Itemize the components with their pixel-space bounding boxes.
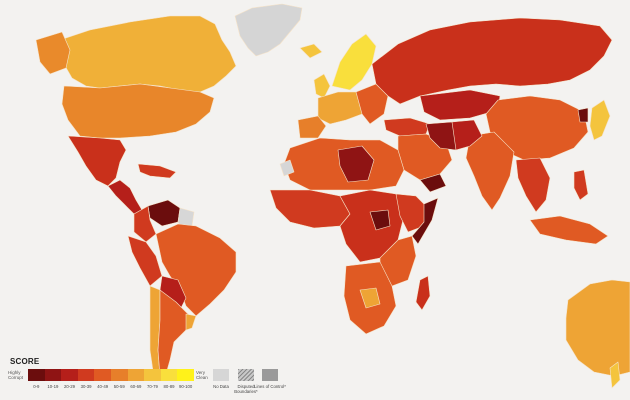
- region-central-asia: [419, 89, 501, 121]
- region-greenland: [234, 3, 303, 57]
- legend-tick-label: 30-39: [80, 384, 92, 389]
- region-philippines: [573, 169, 589, 201]
- region-turkey: [383, 117, 431, 137]
- legend-tick-label: 0-9: [33, 384, 40, 389]
- legend-swatch: [77, 369, 95, 381]
- legend-tick-label: 20-29: [63, 384, 75, 389]
- no-data-swatch: [213, 369, 229, 381]
- region-scandinavia: [331, 33, 377, 91]
- region-somalia: [411, 197, 439, 245]
- region-australia: [565, 279, 630, 377]
- region-libya: [337, 145, 375, 183]
- region-mexico: [67, 135, 127, 187]
- legend-swatch: [94, 369, 111, 381]
- region-madagascar: [415, 275, 431, 311]
- legend-swatch: [110, 369, 128, 381]
- region-russia: [371, 17, 613, 105]
- legend-high-label: Very Clean: [196, 370, 208, 380]
- region-botswana: [359, 287, 381, 309]
- legend-ticks: 0-9 10-19 20-29 30-39 40-49 50-59 60-69 70-79 80…: [28, 384, 194, 389]
- region-canada: [59, 15, 237, 93]
- legend-swatch: [144, 369, 161, 381]
- region-west-africa: [269, 189, 351, 229]
- region-yemen: [419, 173, 447, 193]
- region-afghanistan: [451, 119, 483, 151]
- disputed-boundaries-swatch: [238, 369, 254, 381]
- legend-title: SCORE: [10, 357, 40, 366]
- legend-swatch: [160, 369, 178, 381]
- region-central-america: [107, 179, 143, 215]
- legend: SCORE Highly Corrupt Very Clean 0-9 10-19…: [8, 357, 286, 397]
- legend-tick-label: 90-100: [178, 384, 193, 389]
- region-caribbean: [137, 163, 177, 179]
- lines-of-control-swatch: [262, 369, 278, 381]
- legend-tick-label: 80-89: [163, 384, 175, 389]
- region-china: [485, 95, 589, 161]
- region-iceland: [299, 43, 323, 59]
- legend-swatch: [61, 369, 78, 381]
- region-japan: [589, 99, 611, 141]
- region-india: [465, 131, 515, 211]
- region-usa: [61, 83, 215, 139]
- region-alaska: [35, 31, 71, 75]
- region-argentina: [157, 289, 191, 377]
- legend-swatch: [44, 369, 62, 381]
- no-data-label: No Data: [213, 384, 229, 389]
- region-new-zealand: [609, 361, 621, 389]
- legend-tick-label: 10-19: [47, 384, 59, 389]
- region-north-korea: [577, 107, 589, 123]
- disputed-boundaries-label: Disputed Boundaries*: [234, 384, 258, 394]
- region-iberia: [297, 115, 327, 139]
- legend-tick-label: 60-69: [130, 384, 142, 389]
- region-uk: [313, 73, 331, 99]
- legend-swatch: [28, 369, 45, 381]
- legend-tick-label: 40-49: [97, 384, 109, 389]
- lines-of-control-label: Lines of Control*: [254, 384, 286, 389]
- region-se-asia: [515, 157, 551, 213]
- legend-swatch: [177, 369, 194, 381]
- legend-color-scale: [28, 369, 194, 381]
- region-western-sahara: [279, 159, 295, 177]
- region-uruguay: [185, 313, 197, 331]
- region-peru: [127, 235, 163, 287]
- region-venezuela: [147, 199, 181, 227]
- legend-tick-label: 50-59: [113, 384, 125, 389]
- legend-tick-label: 70-79: [146, 384, 158, 389]
- region-indonesia: [529, 215, 609, 245]
- legend-low-label: Highly Corrupt: [8, 370, 24, 380]
- legend-swatch: [127, 369, 145, 381]
- region-south-sudan: [369, 209, 391, 231]
